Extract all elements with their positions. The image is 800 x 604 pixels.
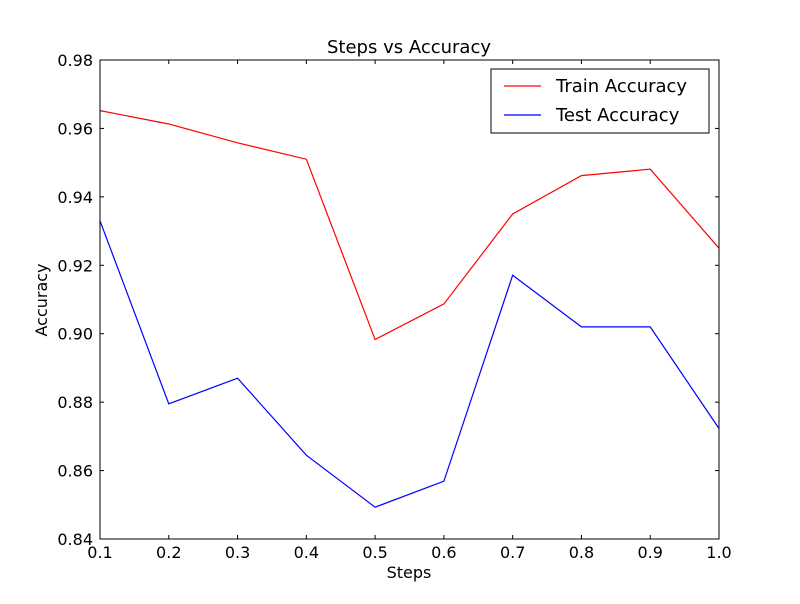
x-tick-label: 0.5 <box>362 543 387 562</box>
y-axis-label: Accuracy <box>32 263 51 336</box>
x-tick-label: 0.6 <box>431 543 456 562</box>
y-tick-label: 0.92 <box>57 256 93 275</box>
plot-area-frame <box>99 59 720 540</box>
x-tick-label: 0.9 <box>637 543 662 562</box>
x-tick-label: 0.7 <box>500 543 525 562</box>
series-line-test <box>100 220 719 508</box>
x-tick-label: 1.0 <box>706 543 731 562</box>
y-tick-label: 0.84 <box>57 530 93 549</box>
legend-box <box>490 68 710 134</box>
x-tick-label: 0.8 <box>569 543 594 562</box>
y-tick-label: 0.90 <box>57 325 93 344</box>
y-tick-label: 0.88 <box>57 393 93 412</box>
legend-label: Test Accuracy <box>555 105 680 126</box>
x-tick-label: 0.2 <box>156 543 181 562</box>
y-tick-label: 0.96 <box>57 119 93 138</box>
y-tick-label: 0.86 <box>57 462 93 481</box>
legend-label: Train Accuracy <box>555 76 687 97</box>
y-tick-label: 0.94 <box>57 188 93 207</box>
y-tick-label: 0.98 <box>57 51 93 70</box>
x-axis-label: Steps <box>387 563 432 582</box>
chart-title: Steps vs Accuracy <box>327 37 491 58</box>
x-tick-label: 0.4 <box>294 543 319 562</box>
series-line-train <box>100 110 719 341</box>
x-tick-label: 0.1 <box>87 543 112 562</box>
x-tick-label: 0.3 <box>225 543 250 562</box>
legend: Train Accuracy Test Accuracy <box>490 68 710 134</box>
series-lines <box>100 110 719 508</box>
axis-ticks: 0.1 0.2 0.3 0.4 0.5 0.6 0.7 0.8 0.9 1.0 0.84 0.86 0.… <box>57 51 731 562</box>
